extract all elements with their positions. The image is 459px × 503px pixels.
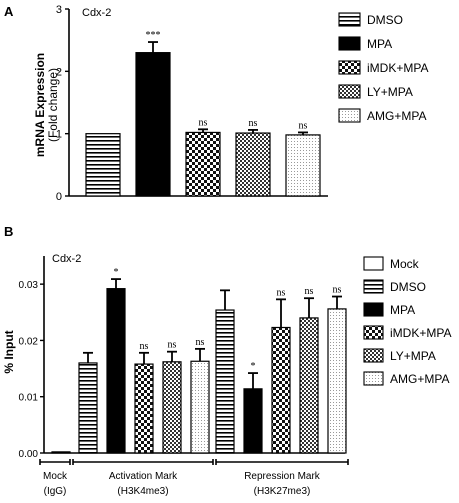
panel-a-bar: [285, 134, 321, 197]
panel-b-bar: [327, 308, 347, 454]
panel-b-bar: [106, 288, 126, 454]
panel-b-legend-label: LY+MPA: [390, 349, 436, 363]
panel-a-significance: ns: [199, 117, 208, 128]
panel-a-legend-swatch: [338, 12, 361, 27]
panel-a-legend-label: DMSO: [367, 13, 403, 27]
panel-b-bar: [190, 360, 210, 454]
panel-b-significance: ns: [333, 285, 342, 296]
panel-b-legend-label: AMG+MPA: [390, 372, 449, 386]
panel-b-group-label: Activation Mark: [109, 471, 178, 482]
panel-b-legend-swatch: [363, 302, 384, 317]
panel-b-significance: ns: [168, 340, 177, 351]
panel-b-significance: *: [114, 267, 119, 278]
panel-a-ytick-label: 0: [56, 191, 62, 203]
panel-a-legend-label: LY+MPA: [367, 85, 413, 99]
panel-b-legend-label: iMDK+MPA: [390, 326, 451, 340]
panel-b-bar: [215, 309, 235, 454]
panel-a-significance: ns: [249, 118, 258, 129]
panel-a-significance: ***: [146, 30, 161, 41]
panel-b-ylabel: % Input: [2, 330, 16, 373]
panel-b-significance: ns: [140, 341, 149, 352]
panel-b-legend-label: MPA: [390, 303, 415, 317]
panel-a-label: A: [4, 4, 14, 19]
panel-a-chart: 0 1 2 3 *** ns ns ns DMSO MPA iMDK+MPA LY+MPA AMG+MP…: [56, 4, 429, 203]
panel-b-bar: [271, 326, 291, 454]
panel-b-title: Cdx-2: [52, 253, 81, 265]
panel-a-legend-swatch: [338, 108, 361, 123]
panel-a-legend-swatch: [338, 60, 361, 75]
panel-b-group-sublabel: (H3K27me3): [254, 486, 311, 497]
panel-a-bar: [185, 131, 221, 197]
panel-b-ytick-label: 0.00: [19, 449, 39, 460]
panel-b-chart: 0.00 0.01 0.02 0.03 Mock (IgG) * ns ns ns Activati…: [19, 256, 451, 497]
panel-b-significance: ns: [277, 287, 286, 298]
panel-a-legend-label: MPA: [367, 37, 392, 51]
panel-a-title: Cdx-2: [82, 7, 111, 19]
panel-a-ytick-label: 3: [56, 4, 62, 16]
panel-b-bar: [134, 363, 154, 454]
panel-b-group-sublabel: (IgG): [44, 486, 67, 497]
panel-a-ylabel: mRNA Expression: [33, 53, 47, 157]
panel-b-group-sublabel: (H3K4me3): [117, 486, 168, 497]
panel-a-legend-label: AMG+MPA: [367, 109, 426, 123]
panel-b-ytick-label: 0.01: [19, 393, 39, 404]
panel-b-bar: [299, 317, 319, 454]
panel-a-legend-label: iMDK+MPA: [367, 61, 428, 75]
panel-b-significance: *: [251, 361, 256, 372]
panel-a-significance: ns: [299, 120, 308, 131]
panel-b-ytick-label: 0.03: [19, 280, 39, 291]
panel-b-group-label: Mock: [43, 471, 68, 482]
panel-b-bar: [243, 388, 263, 454]
panel-b-legend-swatch: [363, 325, 384, 340]
panel-b-legend-swatch: [363, 371, 384, 386]
panel-b-ytick-label: 0.02: [19, 336, 39, 347]
panel-a-bar: [135, 52, 171, 197]
panel-b-bar: [51, 451, 71, 454]
panel-b-legend-swatch: [363, 279, 384, 294]
panel-b-label: B: [4, 224, 13, 239]
panel-b-significance: ns: [305, 286, 314, 297]
panel-a-ylabel2: (Fold change): [46, 68, 60, 142]
panel-b-group-label: Repression Mark: [244, 471, 321, 482]
panel-b-legend-swatch: [363, 256, 384, 271]
panel-a-ytick-label: 2: [56, 66, 62, 78]
panel-a-bar: [85, 133, 121, 197]
panel-b-legend-label: DMSO: [390, 280, 426, 294]
panel-b-bar: [162, 361, 182, 454]
panel-a-legend-swatch: [338, 36, 361, 51]
panel-a-bar: [235, 132, 271, 197]
panel-b-legend-swatch: [363, 348, 384, 363]
panel-b-significance: ns: [196, 337, 205, 348]
panel-b-legend-label: Mock: [390, 257, 420, 271]
panel-a-ytick-label: 1: [56, 129, 62, 141]
panel-b-bar: [78, 362, 98, 454]
panel-a-legend-swatch: [338, 84, 361, 99]
